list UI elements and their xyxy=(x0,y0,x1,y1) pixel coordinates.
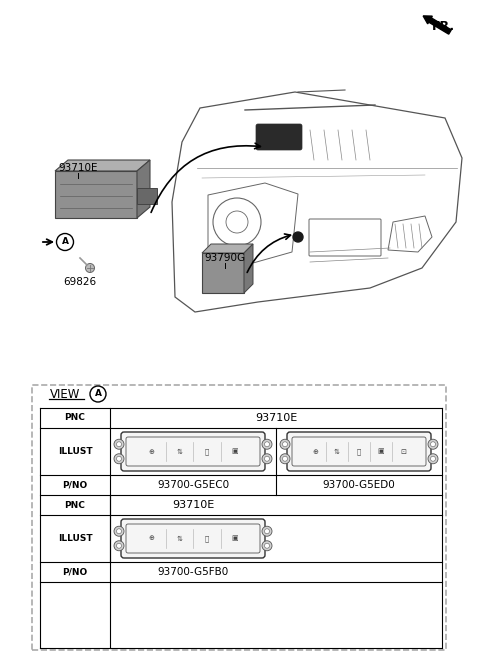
FancyBboxPatch shape xyxy=(126,437,260,466)
Circle shape xyxy=(283,441,288,447)
Circle shape xyxy=(114,454,124,464)
Circle shape xyxy=(117,441,121,447)
Text: ⌒: ⌒ xyxy=(204,448,209,455)
Text: ⇅: ⇅ xyxy=(334,449,340,455)
FancyBboxPatch shape xyxy=(292,437,426,466)
Text: 69826: 69826 xyxy=(63,277,96,287)
Polygon shape xyxy=(55,160,150,171)
Text: 93710E: 93710E xyxy=(172,500,214,510)
Text: 93710E: 93710E xyxy=(255,413,297,423)
Circle shape xyxy=(117,457,121,461)
Text: ⌒: ⌒ xyxy=(204,535,209,542)
Text: ⇅: ⇅ xyxy=(176,535,182,541)
Circle shape xyxy=(280,440,290,449)
Text: FR.: FR. xyxy=(432,20,455,33)
Text: A: A xyxy=(95,390,101,398)
Circle shape xyxy=(114,541,124,551)
Text: PNC: PNC xyxy=(65,413,85,422)
Circle shape xyxy=(293,232,303,242)
Text: ⌒: ⌒ xyxy=(357,448,361,455)
Circle shape xyxy=(262,526,272,536)
Text: VIEW: VIEW xyxy=(50,388,80,401)
Text: ⊕: ⊕ xyxy=(149,535,155,541)
Polygon shape xyxy=(202,244,253,253)
Circle shape xyxy=(114,526,124,536)
Text: ▣: ▣ xyxy=(231,535,238,541)
FancyBboxPatch shape xyxy=(256,124,302,150)
FancyBboxPatch shape xyxy=(126,524,260,553)
Text: ▣: ▣ xyxy=(231,449,238,455)
Circle shape xyxy=(117,543,121,548)
Polygon shape xyxy=(137,188,157,204)
Circle shape xyxy=(280,454,290,464)
Text: ⊡: ⊡ xyxy=(400,449,406,455)
Text: ▣: ▣ xyxy=(378,449,384,455)
Polygon shape xyxy=(244,244,253,293)
Circle shape xyxy=(117,529,121,534)
Text: ⇅: ⇅ xyxy=(176,449,182,455)
Polygon shape xyxy=(55,171,137,218)
Text: P/NO: P/NO xyxy=(62,480,88,489)
Text: A: A xyxy=(61,237,69,247)
Text: 93700-G5ED0: 93700-G5ED0 xyxy=(323,480,396,490)
Circle shape xyxy=(264,529,269,534)
Circle shape xyxy=(428,454,438,464)
Text: 93700-G5FB0: 93700-G5FB0 xyxy=(157,567,228,577)
FancyBboxPatch shape xyxy=(121,432,265,471)
Circle shape xyxy=(262,440,272,449)
Circle shape xyxy=(264,457,269,461)
Text: P/NO: P/NO xyxy=(62,567,88,577)
Circle shape xyxy=(431,441,435,447)
Circle shape xyxy=(85,264,95,272)
Circle shape xyxy=(264,543,269,548)
Text: ILLUST: ILLUST xyxy=(58,534,92,543)
Circle shape xyxy=(431,457,435,461)
FancyArrow shape xyxy=(423,16,451,34)
Circle shape xyxy=(114,440,124,449)
Circle shape xyxy=(262,541,272,551)
Text: 93700-G5EC0: 93700-G5EC0 xyxy=(157,480,229,490)
Text: ILLUST: ILLUST xyxy=(58,447,92,456)
FancyBboxPatch shape xyxy=(287,432,431,471)
Text: ⊕: ⊕ xyxy=(312,449,318,455)
Circle shape xyxy=(262,454,272,464)
Text: 93710E: 93710E xyxy=(58,163,98,173)
Text: PNC: PNC xyxy=(65,501,85,510)
Circle shape xyxy=(283,457,288,461)
Text: 93790G: 93790G xyxy=(204,253,246,263)
Circle shape xyxy=(264,441,269,447)
Polygon shape xyxy=(137,160,150,218)
FancyBboxPatch shape xyxy=(121,519,265,558)
Text: ⊕: ⊕ xyxy=(149,449,155,455)
Circle shape xyxy=(428,440,438,449)
Polygon shape xyxy=(202,253,244,293)
